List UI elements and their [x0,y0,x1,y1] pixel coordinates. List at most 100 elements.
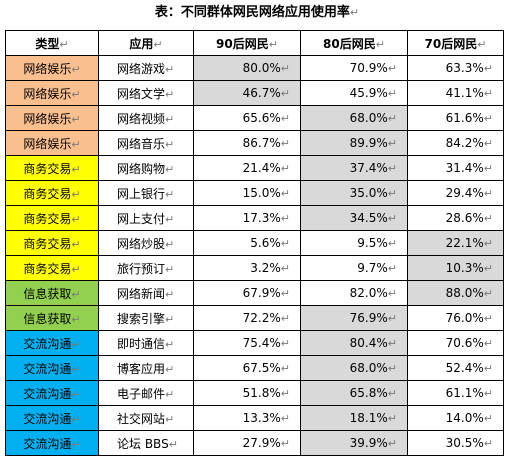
type-cell: 商务交易↵ [5,155,99,181]
rate-80s-cell: 37.4%↵ [300,155,408,181]
rate-80s-cell: 39.9%↵ [300,430,408,456]
rate-70s-cell: 10.3%↵ [407,255,504,281]
table-row: 商务交易↵ 网上银行↵ 15.0%↵ 35.0%↵ 29.4%↵ [5,180,504,206]
rate-70s-cell: 61.6%↵ [407,105,504,131]
type-cell: 网络娱乐↵ [5,105,99,131]
type-cell: 网络娱乐↵ [5,55,99,81]
rate-70s-cell: 52.4%↵ [407,355,504,381]
rate-70s-cell: 76.0%↵ [407,305,504,331]
type-cell: 商务交易↵ [5,180,99,206]
rate-90s-cell: 72.2%↵ [193,305,301,331]
app-cell: 社交网站↵ [98,405,194,431]
app-cell: 网络游戏↵ [98,55,194,81]
rate-90s-cell: 3.2%↵ [193,255,301,281]
rate-70s-cell: 61.1%↵ [407,380,504,406]
rate-80s-cell: 9.7%↵ [300,255,408,281]
type-cell: 交流沟通↵ [5,330,99,356]
table-row: 商务交易↵ 旅行预订↵ 3.2%↵ 9.7%↵ 10.3%↵ [5,255,504,281]
rate-90s-cell: 13.3%↵ [193,405,301,431]
rate-80s-cell: 80.4%↵ [300,330,408,356]
app-cell: 博客应用↵ [98,355,194,381]
app-cell: 网络炒股↵ [98,230,194,256]
app-cell: 网络文学↵ [98,80,194,106]
rate-90s-cell: 15.0%↵ [193,180,301,206]
rate-70s-cell: 31.4%↵ [407,155,504,181]
rate-70s-cell: 14.0%↵ [407,405,504,431]
type-cell: 交流沟通↵ [5,355,99,381]
table-row: 网络娱乐↵ 网络音乐↵ 86.7%↵ 89.9%↵ 84.2%↵ [5,130,504,156]
type-cell: 交流沟通↵ [5,430,99,456]
app-cell: 即时通信↵ [98,330,194,356]
rate-80s-cell: 34.5%↵ [300,205,408,231]
app-cell: 网上支付↵ [98,205,194,231]
rate-90s-cell: 46.7%↵ [193,80,301,106]
rate-90s-cell: 17.3%↵ [193,205,301,231]
rate-80s-cell: 70.9%↵ [300,55,408,81]
caption-text: 表：不同群体网民网络应用使用率 [154,5,350,20]
type-cell: 交流沟通↵ [5,405,99,431]
rate-80s-cell: 89.9%↵ [300,130,408,156]
header-80s: 80后网民↵ [300,30,408,56]
header-app: 应用↵ [98,30,194,56]
rate-80s-cell: 82.0%↵ [300,280,408,306]
table-row: 信息获取↵ 搜索引擎↵ 72.2%↵ 76.9%↵ 76.0%↵ [5,305,504,331]
app-cell: 网络音乐↵ [98,130,194,156]
rate-80s-cell: 68.0%↵ [300,355,408,381]
rate-90s-cell: 65.6%↵ [193,105,301,131]
table-row: 交流沟通↵ 社交网站↵ 13.3%↵ 18.1%↵ 14.0%↵ [5,405,504,431]
table-row: 交流沟通↵ 电子邮件↵ 51.8%↵ 65.8%↵ 61.1%↵ [5,380,504,406]
rate-70s-cell: 41.1%↵ [407,80,504,106]
table-row: 交流沟通↵ 博客应用↵ 67.5%↵ 68.0%↵ 52.4%↵ [5,355,504,381]
rate-90s-cell: 51.8%↵ [193,380,301,406]
table-row: 交流沟通↵ 即时通信↵ 75.4%↵ 80.4%↵ 70.6%↵ [5,330,504,356]
rate-90s-cell: 86.7%↵ [193,130,301,156]
rate-70s-cell: 28.6%↵ [407,205,504,231]
rate-80s-cell: 76.9%↵ [300,305,408,331]
table-body: 网络娱乐↵ 网络游戏↵ 80.0%↵ 70.9%↵ 63.3%↵ 网络娱乐↵ 网络文学↵ 46… [5,55,504,456]
rate-80s-cell: 18.1%↵ [300,405,408,431]
type-cell: 商务交易↵ [5,205,99,231]
usage-rate-table: 类型↵ 应用↵ 90后网民↵ 80后网民↵ 70后网民↵ 网络娱乐↵ 网络游戏↵ 8… [5,30,504,456]
table-row: 网络娱乐↵ 网络视频↵ 65.6%↵ 68.0%↵ 61.6%↵ [5,105,504,131]
app-cell: 网络新闻↵ [98,280,194,306]
header-type: 类型↵ [5,30,99,56]
type-cell: 信息获取↵ [5,305,99,331]
app-cell: 搜索引擎↵ [98,305,194,331]
table-row: 商务交易↵ 网络购物↵ 21.4%↵ 37.4%↵ 31.4%↵ [5,155,504,181]
table-row: 商务交易↵ 网上支付↵ 17.3%↵ 34.5%↵ 28.6%↵ [5,205,504,231]
paragraph-mark-icon: ↵ [349,6,360,19]
rate-90s-cell: 75.4%↵ [193,330,301,356]
rate-90s-cell: 27.9%↵ [193,430,301,456]
rate-90s-cell: 21.4%↵ [193,155,301,181]
rate-80s-cell: 35.0%↵ [300,180,408,206]
header-70s: 70后网民↵ [407,30,504,56]
rate-70s-cell: 88.0%↵ [407,280,504,306]
app-cell: 电子邮件↵ [98,380,194,406]
table-caption: 表：不同群体网民网络应用使用率↵ [0,2,514,24]
rate-70s-cell: 29.4%↵ [407,180,504,206]
app-cell: 论坛 BBS↵ [98,430,194,456]
rate-70s-cell: 30.5%↵ [407,430,504,456]
type-cell: 网络娱乐↵ [5,80,99,106]
rate-80s-cell: 45.9%↵ [300,80,408,106]
table-row: 交流沟通↵ 论坛 BBS↵ 27.9%↵ 39.9%↵ 30.5%↵ [5,430,504,456]
app-cell: 网络视频↵ [98,105,194,131]
rate-70s-cell: 63.3%↵ [407,55,504,81]
rate-90s-cell: 80.0%↵ [193,55,301,81]
type-cell: 信息获取↵ [5,280,99,306]
rate-80s-cell: 65.8%↵ [300,380,408,406]
table-row: 信息获取↵ 网络新闻↵ 67.9%↵ 82.0%↵ 88.0%↵ [5,280,504,306]
app-cell: 网络购物↵ [98,155,194,181]
type-cell: 网络娱乐↵ [5,130,99,156]
header-90s: 90后网民↵ [193,30,301,56]
app-cell: 旅行预订↵ [98,255,194,281]
rate-90s-cell: 5.6%↵ [193,230,301,256]
table-header-row: 类型↵ 应用↵ 90后网民↵ 80后网民↵ 70后网民↵ [5,30,504,56]
type-cell: 商务交易↵ [5,255,99,281]
rate-90s-cell: 67.5%↵ [193,355,301,381]
rate-70s-cell: 22.1%↵ [407,230,504,256]
rate-80s-cell: 9.5%↵ [300,230,408,256]
type-cell: 商务交易↵ [5,230,99,256]
table-row: 商务交易↵ 网络炒股↵ 5.6%↵ 9.5%↵ 22.1%↵ [5,230,504,256]
